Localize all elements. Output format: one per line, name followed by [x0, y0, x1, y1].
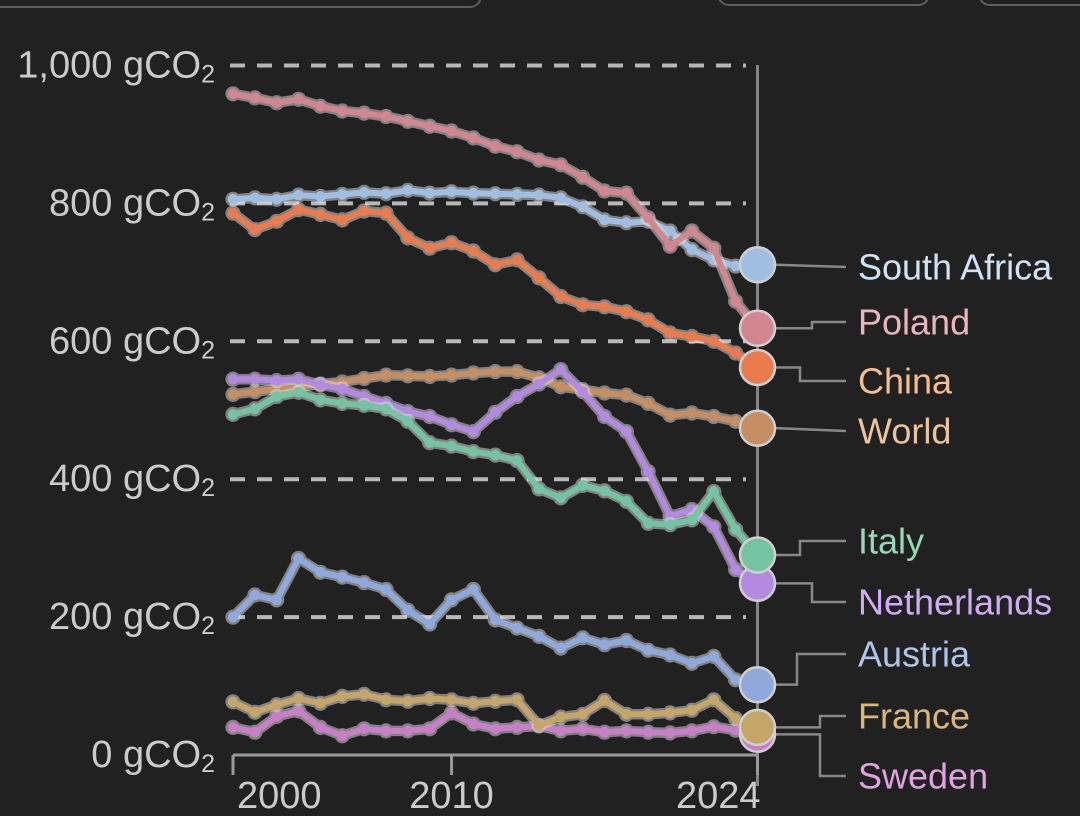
y-tick-label-0: 0 gCO2 — [91, 734, 215, 778]
end-marker-world[interactable] — [738, 409, 777, 447]
y-tick-label-200: 200 gCO2 — [49, 596, 215, 640]
end-marker-italy[interactable] — [738, 536, 777, 574]
x-tick-label-2024: 2024 — [676, 775, 761, 816]
x-tick-label-2000: 2000 — [237, 775, 322, 816]
legend-label-france[interactable]: France — [858, 696, 970, 737]
end-marker-france[interactable] — [738, 708, 777, 747]
legend-label-world[interactable]: World — [858, 411, 951, 452]
legend-connector-france — [776, 714, 846, 729]
series-poland[interactable] — [225, 86, 766, 336]
legend-label-sweden[interactable]: Sweden — [858, 756, 988, 797]
series-sweden[interactable] — [225, 703, 766, 744]
legend-connector-china — [776, 366, 846, 383]
legend-connector-world — [775, 426, 847, 433]
x-tick-label-2010: 2010 — [409, 775, 494, 816]
legend-label-italy[interactable]: Italy — [858, 521, 924, 562]
legend-connector-south-africa — [775, 263, 847, 269]
end-marker-china[interactable] — [738, 348, 777, 387]
legend-connector-italy — [776, 539, 846, 557]
legend-connector-poland — [776, 320, 846, 330]
legend-connector-sweden — [776, 733, 846, 778]
series-china[interactable] — [225, 202, 766, 376]
legend-connector-austria — [776, 652, 846, 686]
y-tick-label-1000: 1,000 gCO2 — [17, 45, 215, 89]
legend-connector-netherlands — [776, 582, 846, 604]
legend-label-china[interactable]: China — [858, 361, 953, 402]
y-tick-label-400: 400 gCO2 — [49, 458, 215, 502]
legend-label-austria[interactable]: Austria — [858, 634, 971, 675]
series-netherlands[interactable] — [225, 362, 766, 591]
legend-label-poland[interactable]: Poland — [858, 302, 970, 343]
end-marker-south-africa[interactable] — [738, 246, 777, 284]
series-austria[interactable] — [225, 550, 766, 693]
y-tick-label-800: 800 gCO2 — [49, 182, 215, 226]
series-south-africa[interactable] — [225, 182, 766, 274]
series-halo-china — [225, 202, 766, 376]
series-france[interactable] — [225, 686, 766, 736]
legend-label-netherlands[interactable]: Netherlands — [858, 582, 1052, 623]
end-marker-austria[interactable] — [738, 665, 777, 704]
end-marker-poland[interactable] — [738, 309, 777, 347]
y-tick-label-600: 600 gCO2 — [49, 320, 215, 364]
legend-label-south-africa[interactable]: South Africa — [858, 247, 1053, 288]
